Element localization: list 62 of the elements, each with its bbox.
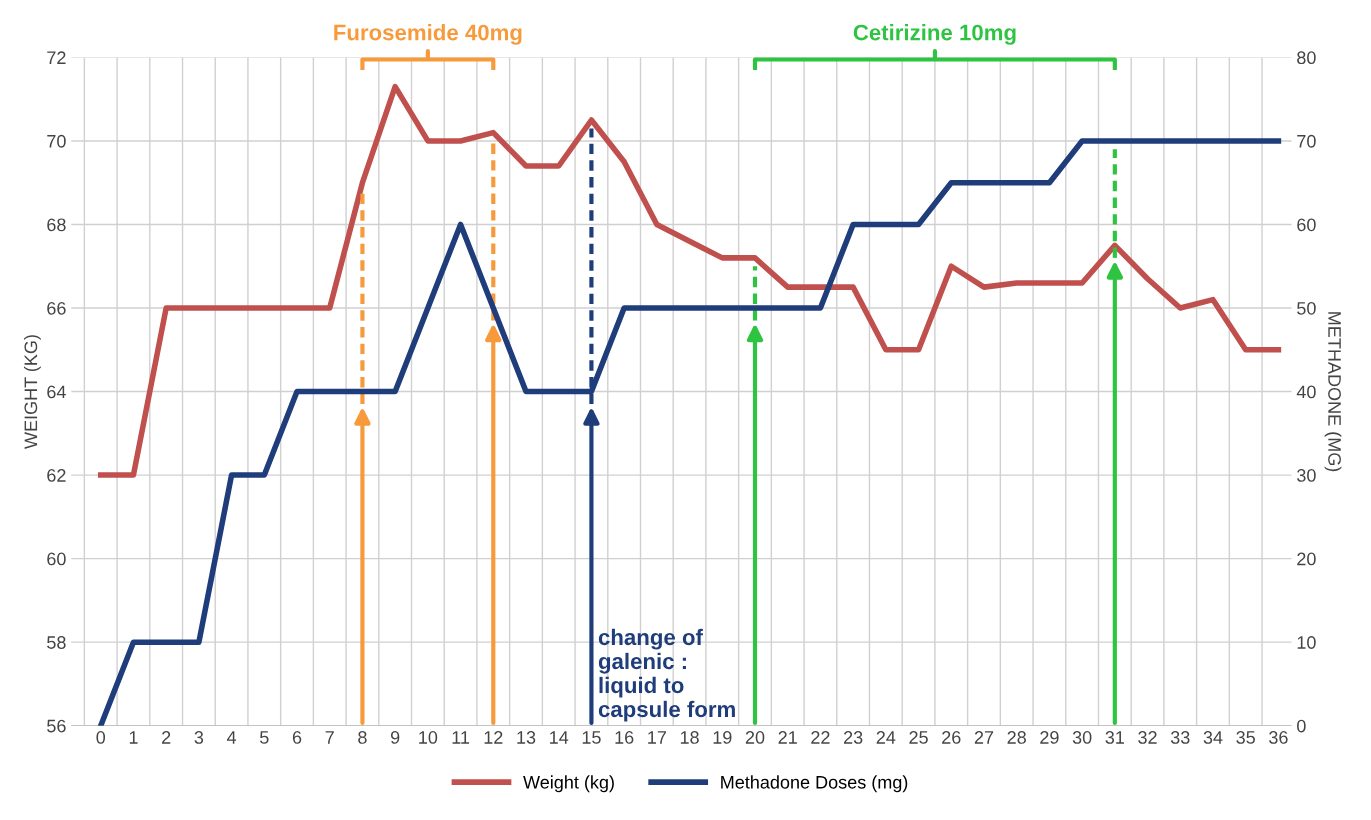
y-tick-label: 64 xyxy=(47,385,66,399)
x-tick-label: 34 xyxy=(1203,731,1223,744)
y-tick-label: 62 xyxy=(47,469,66,482)
y-axis-title: WEIGHT (KG) xyxy=(23,335,41,449)
x-tick-label: 20 xyxy=(745,731,765,744)
legend-label: Methadone Doses (mg) xyxy=(721,775,908,793)
x-tick-label: 33 xyxy=(1170,731,1190,744)
x-tick-label: 7 xyxy=(325,731,334,744)
y-tick-label: 60 xyxy=(47,552,66,566)
ref-line-label: change of galenic : liquid to capsule form xyxy=(598,628,735,722)
y-tick-label: 56 xyxy=(47,719,66,733)
y2-tick-label: 80 xyxy=(1297,51,1316,65)
x-tick-label: 11 xyxy=(452,731,470,744)
x-tick-label: 30 xyxy=(1072,731,1092,744)
text: Furosemide 40mg xyxy=(334,24,522,45)
y2-tick-label: 20 xyxy=(1297,552,1316,566)
x-tick-label: 28 xyxy=(1007,731,1026,744)
y-tick-label: 66 xyxy=(47,301,66,315)
y2-axis-title: METHADONE (MG) xyxy=(1324,312,1342,472)
x-tick-label: 10 xyxy=(419,731,438,744)
x-tick-label: 32 xyxy=(1138,731,1157,744)
x-tick-label: 9 xyxy=(390,731,400,744)
y-tick-label: 58 xyxy=(47,636,66,649)
x-tick-label: 18 xyxy=(680,731,699,744)
x-tick-label: 4 xyxy=(226,731,237,744)
x-tick-label: 3 xyxy=(194,731,204,744)
x-tick-label: 24 xyxy=(876,731,896,744)
y2-tick-label: 60 xyxy=(1297,218,1316,232)
y-tick-label: 68 xyxy=(47,218,66,232)
y2-tick-label: 40 xyxy=(1296,385,1316,399)
x-tick-label: 14 xyxy=(550,731,569,744)
x-tick-label: 21 xyxy=(778,731,797,744)
x-tick-label: 27 xyxy=(974,731,994,744)
y-tick-label: 72 xyxy=(47,51,66,64)
x-tick-label: 0 xyxy=(96,731,106,744)
x-tick-label: 23 xyxy=(844,731,863,744)
x-tick-label: 15 xyxy=(582,731,601,744)
x-tick-label: 6 xyxy=(292,731,302,744)
x-tick-label: 36 xyxy=(1269,731,1288,744)
x-tick-label: 25 xyxy=(909,731,928,744)
x-tick-label: 8 xyxy=(358,731,367,744)
x-tick-label: 22 xyxy=(811,731,830,744)
x-tick-label: 26 xyxy=(942,731,961,744)
y2-tick-label: 0 xyxy=(1297,719,1306,733)
x-tick-label: 29 xyxy=(1040,731,1059,744)
y-tick-label: 70 xyxy=(47,134,66,148)
x-tick-label: 1 xyxy=(129,731,138,744)
x-tick-label: 2 xyxy=(162,731,171,744)
y2-tick-label: 10 xyxy=(1297,636,1316,649)
x-tick-label: 35 xyxy=(1236,731,1255,744)
text: Cetirizine 10mg xyxy=(853,24,1016,45)
x-tick-label: 12 xyxy=(484,731,503,744)
y2-tick-label: 70 xyxy=(1297,134,1316,148)
x-tick-label: 13 xyxy=(517,731,536,744)
y2-tick-label: 30 xyxy=(1297,469,1316,482)
x-tick-label: 19 xyxy=(713,731,732,744)
x-tick-label: 17 xyxy=(648,731,666,744)
x-tick-label: 5 xyxy=(260,731,269,744)
y2-tick-label: 50 xyxy=(1297,301,1316,315)
x-tick-label: 16 xyxy=(615,731,634,744)
x-tick-label: 31 xyxy=(1105,731,1124,744)
legend-label: Weight (kg) xyxy=(523,775,614,793)
